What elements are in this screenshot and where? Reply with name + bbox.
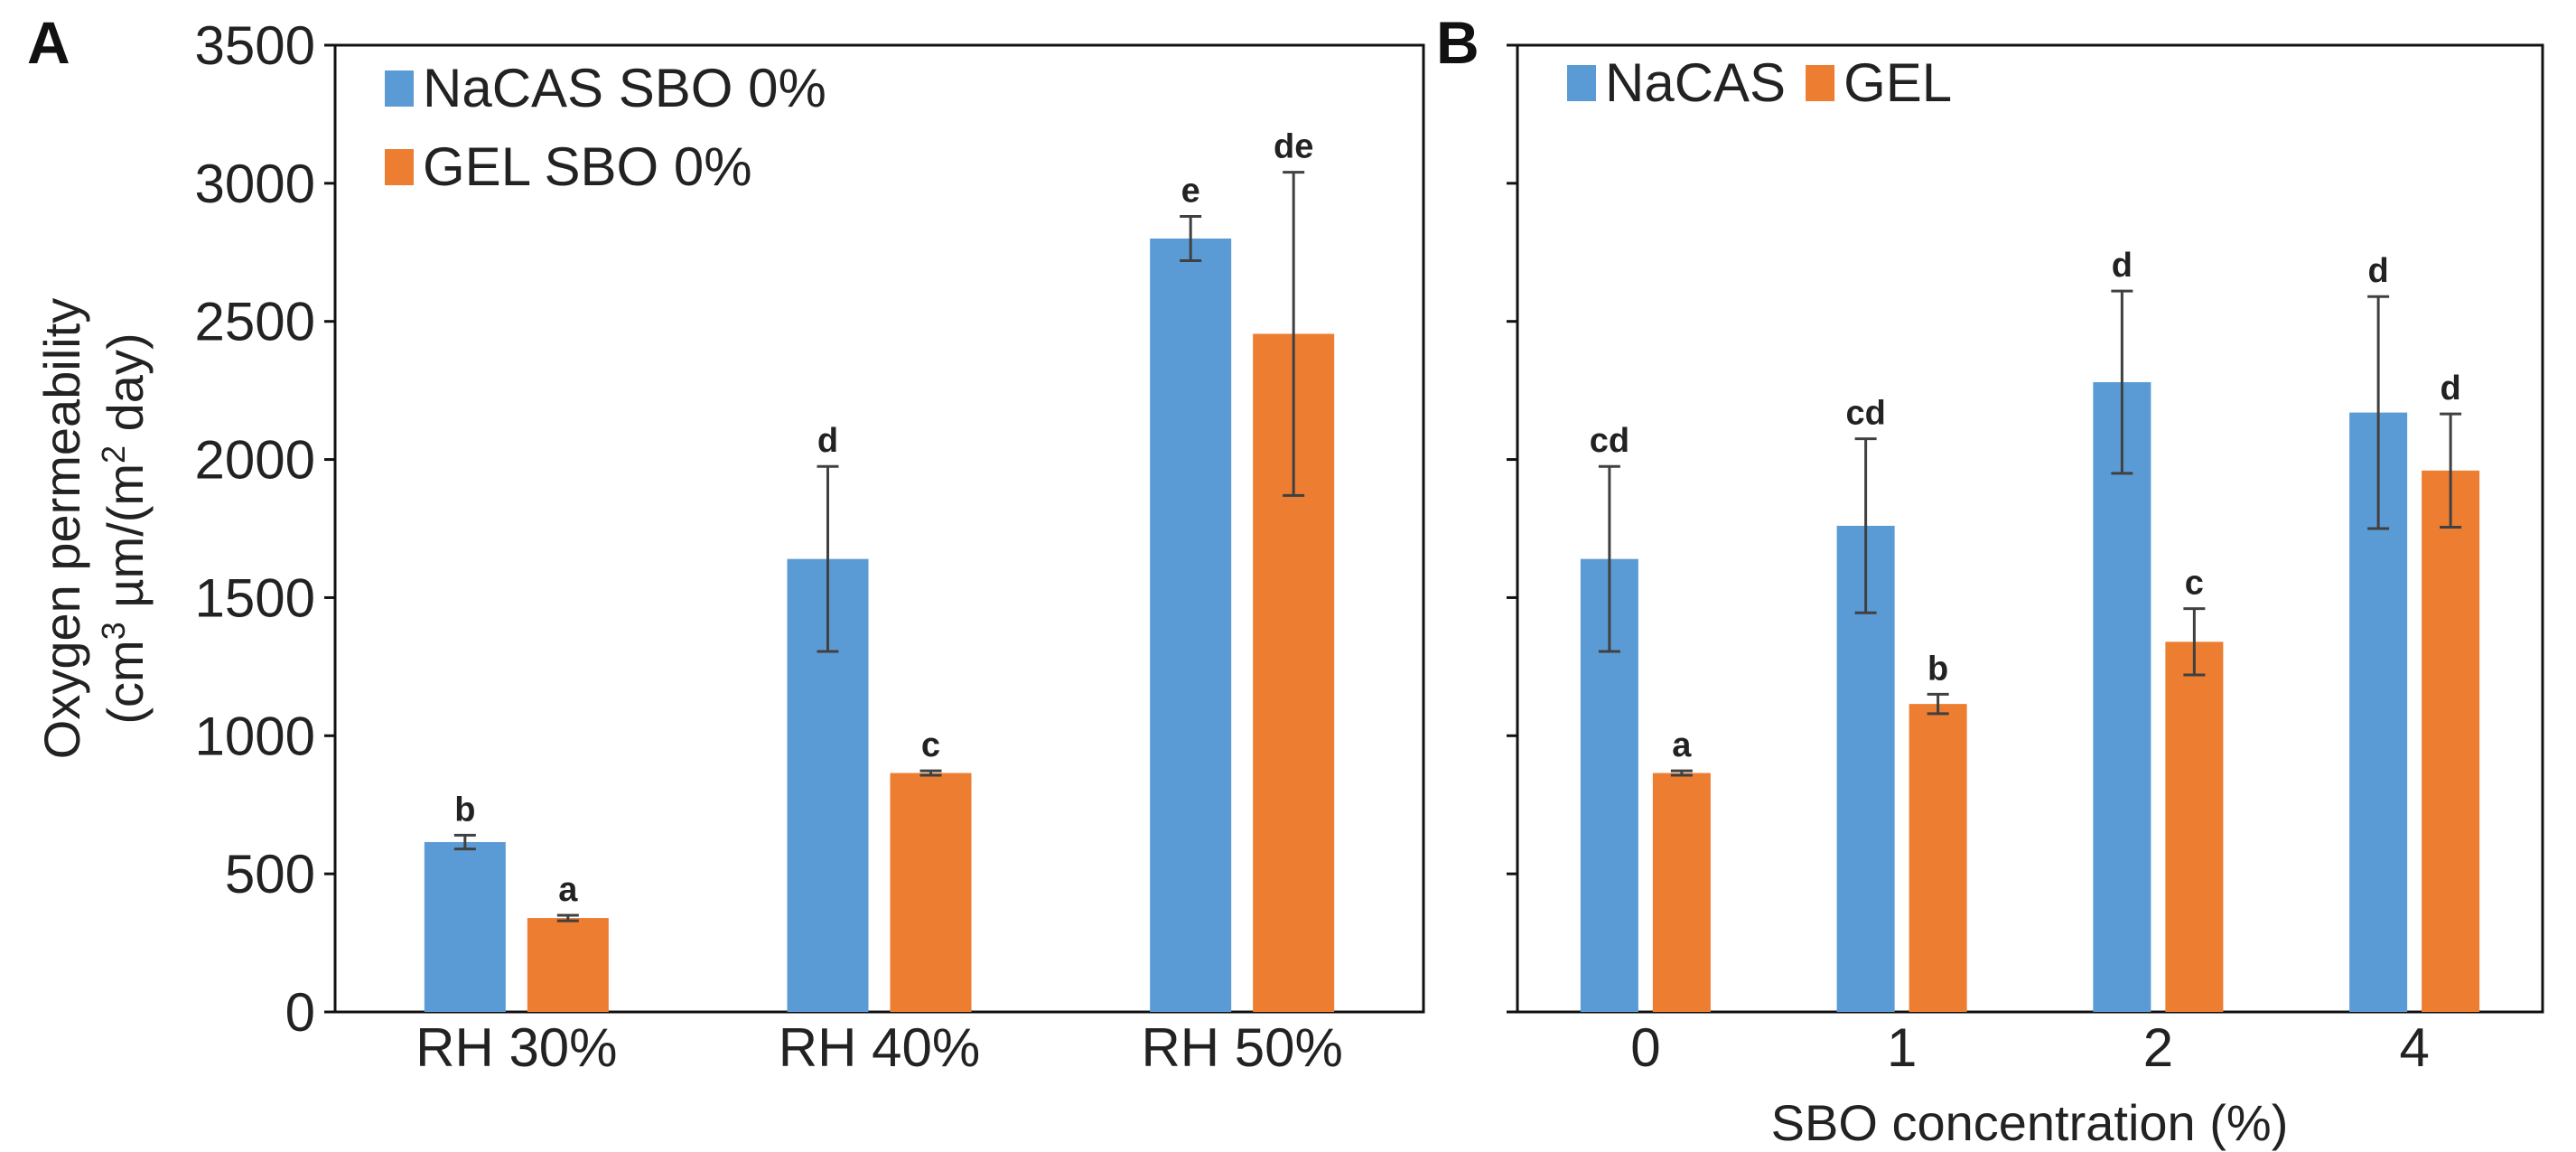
y-tick-label: 1500 [195,567,315,628]
significance-letter: a [558,871,578,909]
bar-nacas [1150,239,1232,1012]
significance-letter: e [1181,173,1200,211]
x-tick-label: 2 [2143,1017,2173,1078]
bar-gel [1909,704,1967,1012]
plot-frame [333,43,1425,1014]
y-tick-label: 3000 [195,154,315,214]
x-tick-label: 1 [1887,1017,1917,1078]
significance-letter: cd [1590,422,1629,460]
bar-nacas [424,841,506,1012]
x-tick-label: 0 [1630,1017,1660,1078]
legend-swatch-nacas [385,70,414,107]
significance-letter: d [2441,370,2461,407]
y-tick-label: 1000 [195,706,315,766]
plot-b: 0 cd a 1 cd b 2 d c 4 d d NaCAS GEL [1507,43,2544,1078]
significance-letter: d [2112,247,2133,285]
significance-letter: d [2368,252,2389,290]
y-tick-label: 0 [285,982,315,1043]
significance-letter: b [454,791,475,829]
significance-letter: d [817,422,838,460]
y-axis-title: Oxygen permeability (cm3 µm/(m2 day) [33,298,154,759]
y-axis-title-line2: (cm3 µm/(m2 day) [95,332,154,724]
bar-gel [890,773,972,1012]
x-tick-label: RH 40% [779,1017,980,1078]
bar-gel [527,918,609,1012]
bar-nacas [2093,381,2151,1012]
x-tick-label: 4 [2399,1017,2429,1078]
legend-label: NaCAS SBO 0% [423,58,826,118]
panel-label-b: B [1436,9,1479,76]
significance-letter: b [1927,650,1948,688]
significance-letter: a [1672,726,1692,764]
bar-gel [1652,773,1711,1012]
legend-label: GEL SBO 0% [423,136,752,197]
legend-swatch-gel [385,149,414,185]
y-axis-title-line1: Oxygen permeability [33,298,90,759]
x-axis-title-b: SBO concentration (%) [1771,1094,2289,1151]
significance-letter: c [921,726,940,764]
x-tick-label: RH 50% [1141,1017,1342,1078]
bar-gel [2165,642,2224,1012]
legend-swatch-gel [1806,65,1835,101]
y-tick-label: 3500 [195,15,315,76]
plots: 0 500 1000 1500 2000 2500 3000 3500 RH 30% b a RH 4… [195,15,2544,1078]
significance-letter: c [2185,565,2204,603]
panel-label-a: A [27,9,70,76]
legend-label: GEL [1843,52,1952,113]
y-tick-label: 2000 [195,430,315,491]
legend-swatch-nacas [1567,65,1596,101]
plot-a: 0 500 1000 1500 2000 2500 3000 3500 RH 30% b a RH 4… [195,15,1425,1078]
y-tick-label: 500 [225,844,315,904]
legend-label: NaCAS [1605,52,1786,113]
significance-letter: de [1274,128,1313,166]
bar-gel [2422,470,2480,1012]
y-tick-label: 2500 [195,292,315,352]
plot-frame [1516,43,2544,1014]
significance-letter: cd [1845,395,1885,433]
x-tick-label: RH 30% [415,1017,617,1078]
